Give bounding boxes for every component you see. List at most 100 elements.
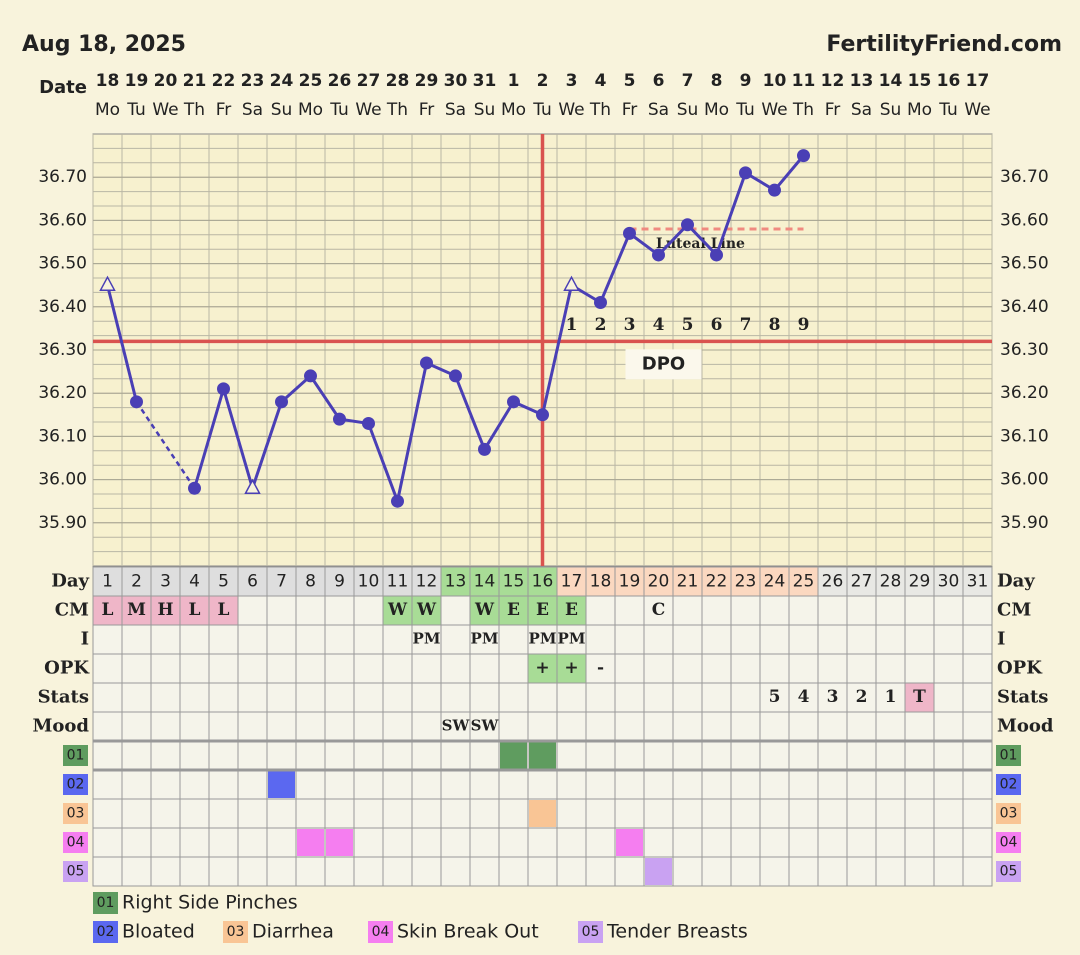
- table-cell: [962, 624, 993, 655]
- table-cell: [904, 769, 935, 800]
- table-cell: [933, 769, 964, 800]
- day-number: 18: [590, 572, 612, 592]
- day-cell: [411, 566, 442, 597]
- table-cell: [237, 624, 268, 655]
- symptom-code-right: 05: [1000, 864, 1018, 880]
- table-cell: [556, 798, 587, 829]
- y-tick-label-right: 36.50: [1000, 254, 1049, 274]
- excluded-point: [244, 478, 261, 494]
- day-cell: [92, 566, 123, 597]
- point: [797, 149, 810, 163]
- table-cell: [875, 740, 906, 771]
- table-cell: [469, 769, 500, 800]
- cell-text: -: [597, 658, 604, 678]
- day-number: 23: [735, 572, 757, 592]
- table-cell: [527, 769, 558, 800]
- table-cell: [817, 769, 848, 800]
- table-cell: [904, 740, 935, 771]
- weekday-label: Sa: [851, 100, 872, 120]
- table-cell: [150, 682, 181, 713]
- table-cell: [904, 624, 935, 655]
- day-number: 20: [648, 572, 670, 592]
- table-cell: [614, 711, 645, 742]
- table-cell: [875, 827, 906, 858]
- table-cell: [759, 624, 790, 655]
- table-cell: [672, 682, 703, 713]
- point: [478, 442, 491, 456]
- day-number: 27: [851, 572, 873, 592]
- table-cell: [150, 798, 181, 829]
- row-label: Day: [51, 571, 89, 592]
- day-cell: [556, 566, 587, 597]
- weekday-label: We: [761, 100, 787, 120]
- table-cell: [614, 682, 645, 713]
- table-cell: [440, 711, 471, 742]
- cell-text: W: [416, 600, 437, 620]
- table-cell: [933, 653, 964, 684]
- cell-text: L: [218, 600, 230, 620]
- table-cell: [498, 624, 529, 655]
- table-cell: [121, 798, 152, 829]
- table-cell: [440, 682, 471, 713]
- table-cell: [614, 798, 645, 829]
- weekday-label: Sa: [648, 100, 669, 120]
- cell-text: 4: [798, 687, 810, 707]
- table-cell: [295, 653, 326, 684]
- table-cell: [846, 595, 877, 626]
- weekday-label: Tu: [532, 100, 552, 120]
- table-cell: [382, 798, 413, 829]
- legend-name: Bloated: [122, 921, 195, 943]
- point: [362, 416, 375, 430]
- table-cell: [846, 711, 877, 742]
- table-cell: [933, 711, 964, 742]
- table-cell: [382, 769, 413, 800]
- table-cell: [730, 769, 761, 800]
- x-tick-label: 6: [653, 71, 665, 91]
- dpo-number: 5: [682, 315, 694, 335]
- row-label-right: Day: [997, 571, 1035, 592]
- table-cell: [295, 769, 326, 800]
- table-cell: [701, 740, 732, 771]
- cell-text: PM: [471, 630, 499, 648]
- table-cell: [788, 653, 819, 684]
- point: [391, 494, 404, 508]
- cell-text: W: [387, 600, 408, 620]
- table-cell: [150, 827, 181, 858]
- table-cell: [730, 711, 761, 742]
- weekday-label: Su: [677, 100, 699, 120]
- table-cell: [759, 769, 790, 800]
- point: [333, 412, 346, 426]
- table-cell: [759, 827, 790, 858]
- table-cell: [817, 798, 848, 829]
- y-tick-label: 36.40: [38, 297, 87, 317]
- table-cell: [933, 682, 964, 713]
- x-tick-label: 27: [357, 71, 381, 91]
- day-number: 30: [938, 572, 960, 592]
- table-cell: [498, 711, 529, 742]
- table-cell: [92, 856, 123, 887]
- date-label: Date: [39, 77, 87, 98]
- table-cell: [440, 798, 471, 829]
- table-cell: [237, 711, 268, 742]
- table-cell: [701, 711, 732, 742]
- table-cell: [672, 827, 703, 858]
- day-number: 1: [102, 572, 113, 592]
- table-cell: [643, 827, 674, 858]
- table-cell: [353, 653, 384, 684]
- excluded-point: [563, 275, 580, 291]
- cell-text: E: [565, 600, 578, 620]
- day-number: 14: [474, 572, 496, 592]
- point: [768, 183, 781, 197]
- symptom-mark: [326, 829, 353, 856]
- symptom-code-right: 04: [1000, 835, 1018, 851]
- table-cell: [527, 624, 558, 655]
- row-label-right: Mood: [997, 716, 1054, 737]
- legend-swatch: [93, 921, 118, 943]
- table-cell: [788, 711, 819, 742]
- y-tick-label-right: 35.90: [1000, 513, 1049, 533]
- point: [188, 481, 201, 495]
- table-cell: [788, 595, 819, 626]
- table-cell: [614, 595, 645, 626]
- table-cell: [237, 740, 268, 771]
